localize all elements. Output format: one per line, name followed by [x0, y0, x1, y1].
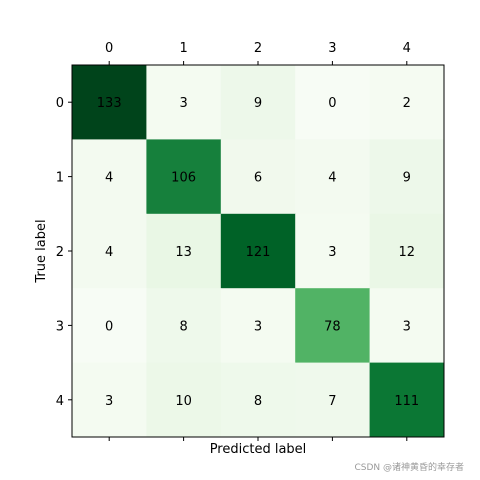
- heatmap-cell-r4-c2: [220, 362, 296, 438]
- cell-value-r0-c0: 133: [97, 96, 122, 111]
- cell-value-r3-c2: 3: [254, 319, 262, 334]
- heatmap-cell-r4-c0: [72, 362, 147, 438]
- cell-value-r1-c4: 9: [403, 171, 411, 186]
- heatmap-cell-r2-c0: [72, 213, 147, 289]
- cell-value-r1-c3: 4: [328, 171, 336, 186]
- heatmap-cell-r3-c2: [220, 288, 296, 364]
- y-axis-ticks: 0 1 2 3 4: [56, 96, 72, 409]
- watermark-text: CSDN @诸神黄昏的幸存者: [354, 463, 464, 473]
- heatmap-cell-r2-c3: [295, 213, 371, 289]
- x-axis-ticks: 0 1 2 3 4: [105, 41, 411, 441]
- heatmap-cell-r1-c0: [72, 139, 147, 215]
- x-tick-label-2: 2: [254, 41, 262, 56]
- y-tick-label-2: 2: [56, 245, 64, 260]
- heatmap-cell-r3-c0: [72, 288, 147, 364]
- cell-value-r3-c1: 8: [179, 319, 187, 334]
- heatmap-cell-r1-c1: [146, 139, 222, 215]
- heatmap-cell-r2-c4: [369, 213, 445, 289]
- y-tick-label-1: 1: [56, 171, 64, 186]
- cell-value-r2-c3: 3: [328, 245, 336, 260]
- y-axis-label: True label: [34, 219, 49, 283]
- heatmap-cell-r2-c2: [220, 213, 296, 289]
- cell-value-r2-c4: 12: [399, 245, 416, 260]
- cell-value-r4-c1: 10: [175, 394, 192, 409]
- x-tick-label-1: 1: [179, 41, 187, 56]
- heatmap-cell-r3-c3: [295, 288, 371, 364]
- cell-value-r0-c4: 2: [403, 96, 411, 111]
- cell-value-r3-c4: 3: [403, 319, 411, 334]
- heatmap-cell-r1-c2: [220, 139, 296, 215]
- cell-value-r1-c2: 6: [254, 171, 262, 186]
- heatmap-cell-r0-c1: [146, 65, 222, 140]
- cell-value-r4-c4: 111: [394, 394, 419, 409]
- heatmap-cell-r0-c0: [72, 65, 147, 140]
- heatmap-cell-r3-c4: [369, 288, 445, 364]
- cell-value-r0-c3: 0: [328, 96, 336, 111]
- cell-value-r0-c1: 3: [179, 96, 187, 111]
- x-axis-label: Predicted label: [210, 442, 307, 457]
- heatmap-cell-r4-c1: [146, 362, 222, 438]
- cell-value-r4-c3: 7: [328, 394, 336, 409]
- matrix-cells: [72, 65, 445, 438]
- x-tick-label-3: 3: [328, 41, 336, 56]
- matrix-cell-labels: 133 3 9 0 2 4 106 6 4 9 4 13 121 3 12 0 8 3 78 3 3 10 8 7 111: [97, 96, 419, 409]
- y-tick-label-3: 3: [56, 319, 64, 334]
- heatmap-cell-r3-c1: [146, 288, 222, 364]
- cell-value-r2-c2: 121: [246, 245, 271, 260]
- cell-value-r3-c3: 78: [324, 319, 341, 334]
- heatmap-cell-r0-c2: [220, 65, 296, 140]
- y-tick-label-4: 4: [56, 394, 64, 409]
- cell-value-r0-c2: 9: [254, 96, 262, 111]
- cell-value-r2-c0: 4: [105, 245, 113, 260]
- y-tick-label-0: 0: [56, 96, 64, 111]
- heatmap-cell-r4-c4: [369, 362, 445, 438]
- cell-value-r2-c1: 13: [175, 245, 192, 260]
- cell-value-r3-c0: 0: [105, 319, 113, 334]
- heatmap-cell-r0-c3: [295, 65, 371, 140]
- heatmap-cell-r0-c4: [369, 65, 445, 140]
- heatmap-cell-r4-c3: [295, 362, 371, 438]
- x-tick-label-0: 0: [105, 41, 113, 56]
- cell-value-r1-c0: 4: [105, 171, 113, 186]
- heatmap-cell-r1-c4: [369, 139, 445, 215]
- heatmap-cell-r1-c3: [295, 139, 371, 215]
- x-tick-label-4: 4: [403, 41, 411, 56]
- cell-value-r1-c1: 106: [171, 171, 196, 186]
- heatmap-cell-r2-c1: [146, 213, 222, 289]
- cell-value-r4-c2: 8: [254, 394, 262, 409]
- cell-value-r4-c0: 3: [105, 394, 113, 409]
